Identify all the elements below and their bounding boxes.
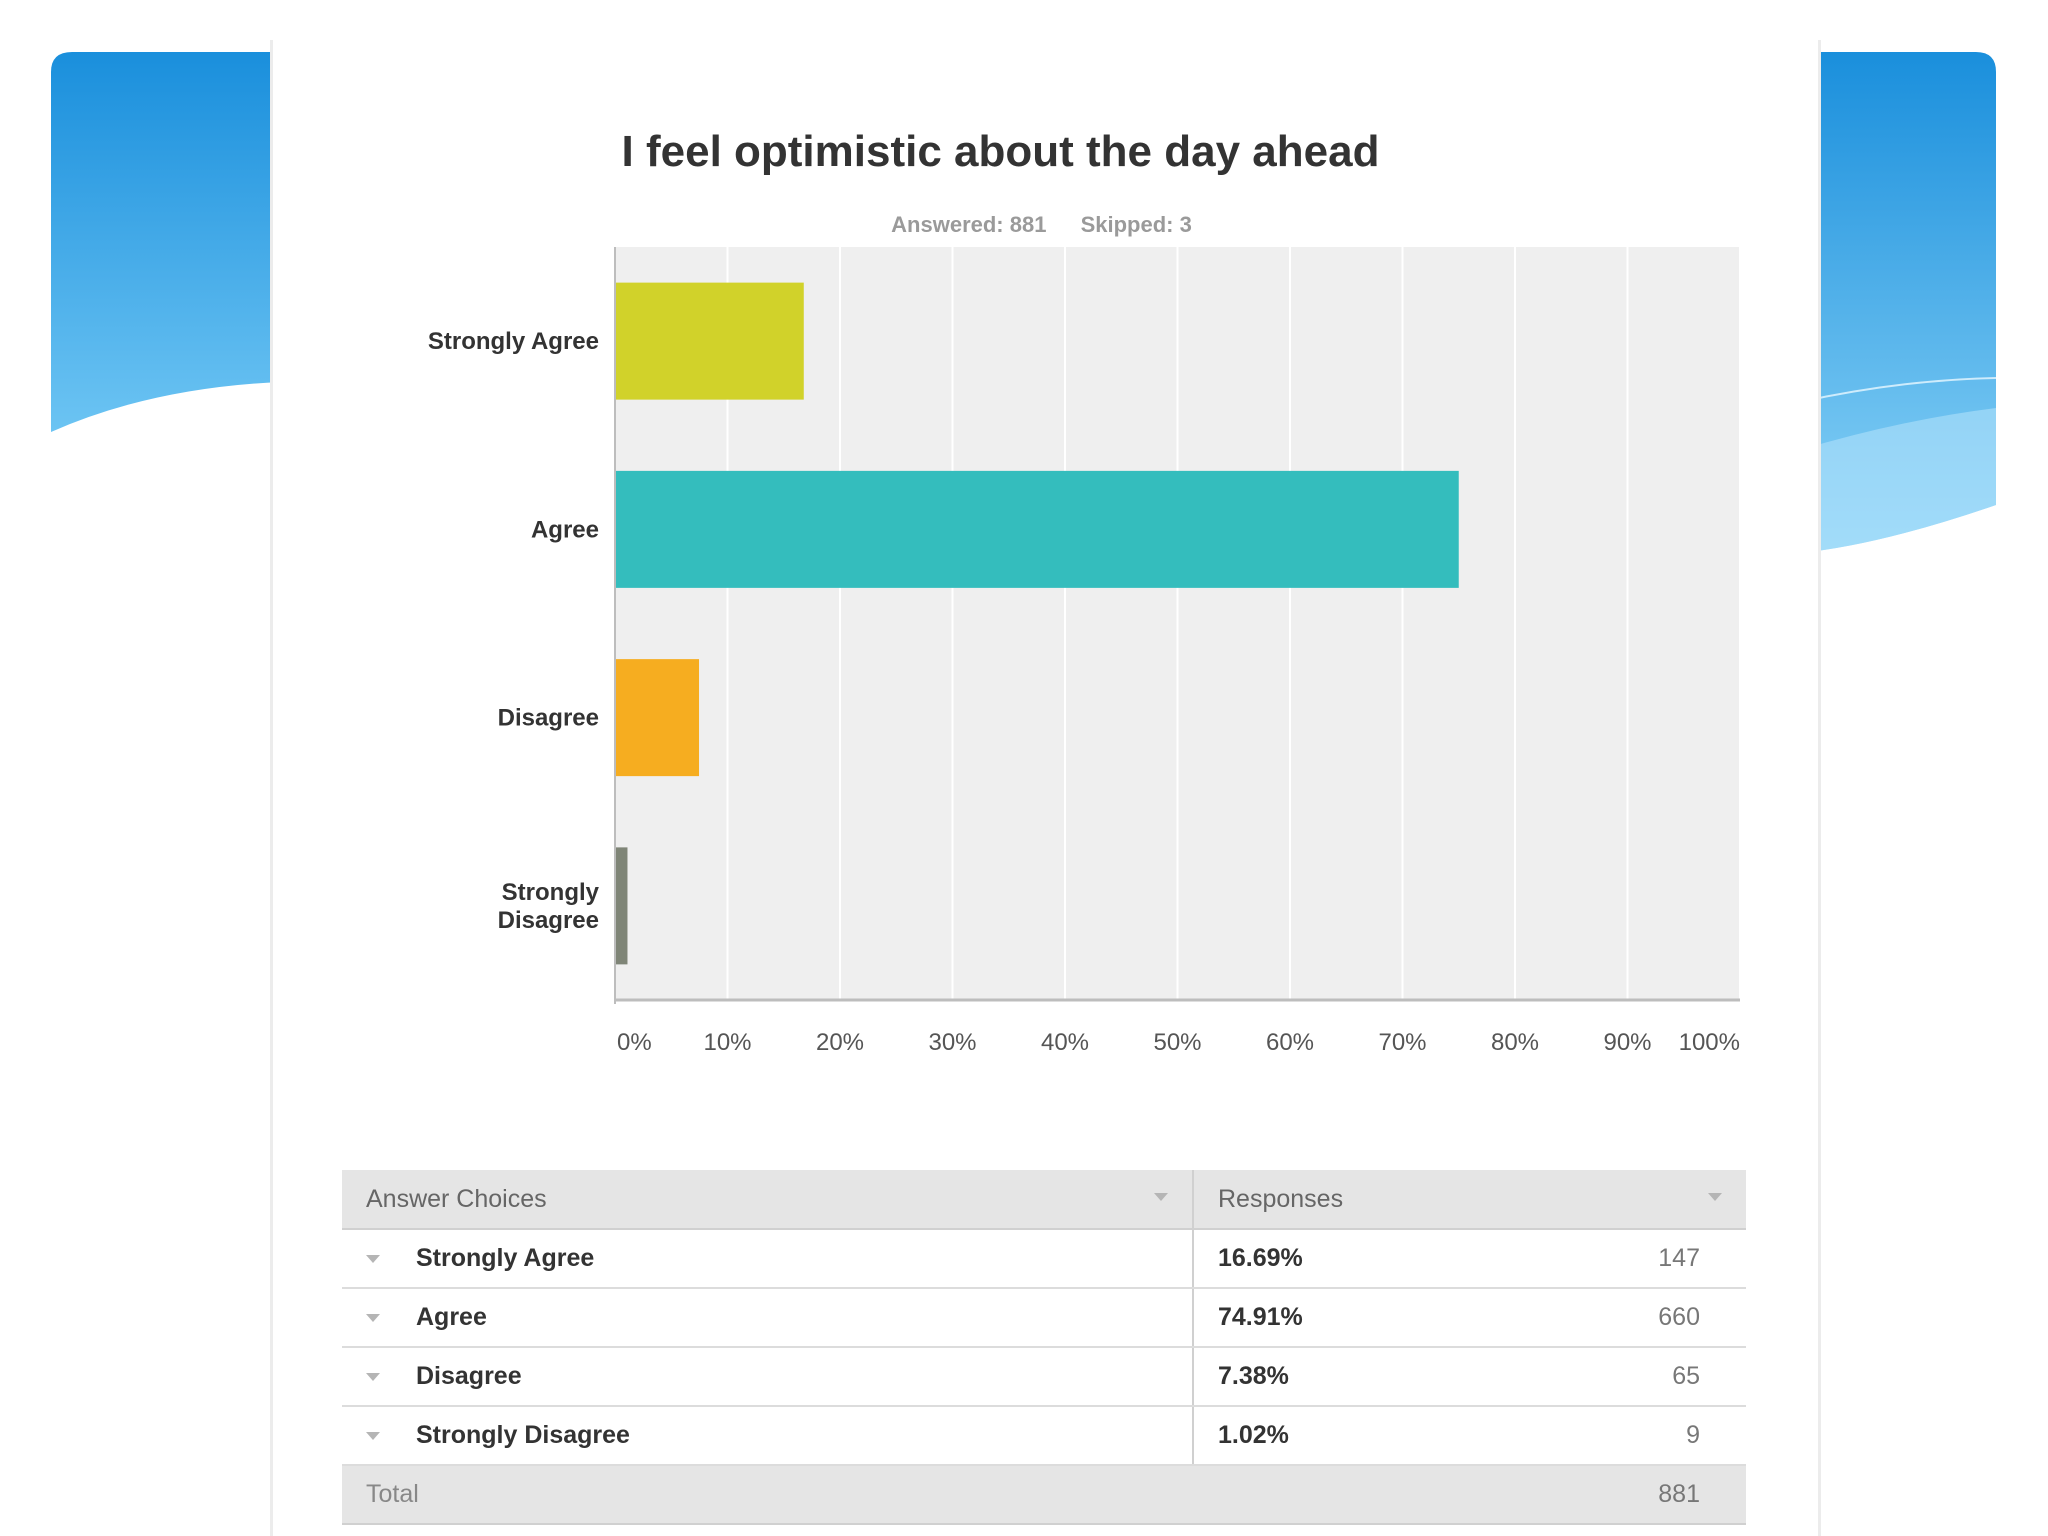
x-tick-label: 40% [1041,1029,1089,1056]
row-expand-caret-icon[interactable] [366,1314,380,1323]
row-expand-caret-icon[interactable] [366,1432,380,1441]
response-count: 65 [1672,1362,1700,1390]
choice-label: Strongly Agree [416,1244,595,1272]
category-label: Disagree [498,705,599,732]
choice-label: Strongly Disagree [416,1421,630,1449]
x-tick-label: 30% [928,1029,976,1056]
bar [616,282,804,400]
category-label: Disagree [498,907,599,934]
response-count: 660 [1658,1303,1700,1331]
right-wave-light-band [1800,408,1996,553]
skipped-count: Skipped: 3 [1080,212,1192,237]
answer-choices-header[interactable]: Answer Choices [342,1170,1194,1230]
x-tick-label: 0% [617,1029,652,1056]
category-label: Strongly [502,879,600,906]
x-tick-label: 100% [1679,1029,1740,1056]
results-table: Answer Choices Responses Strongly Agree … [342,1170,1746,1525]
x-tick-label: 80% [1491,1029,1539,1056]
x-tick-label: 50% [1153,1029,1201,1056]
bar [616,847,628,965]
table-row: Strongly Agree 16.69% 147 [342,1229,1746,1289]
bar [616,659,700,777]
response-count: 9 [1686,1421,1700,1449]
x-tick-label: 10% [703,1029,751,1056]
responses-header[interactable]: Responses [1193,1170,1746,1230]
row-expand-caret-icon[interactable] [366,1373,380,1382]
sort-caret-icon[interactable] [1708,1192,1722,1201]
chart-title: I feel optimistic about the day ahead [621,127,1380,176]
response-percent: 74.91% [1218,1303,1303,1331]
total-label: Total [366,1480,419,1508]
x-tick-label: 20% [816,1029,864,1056]
bar-chart: 0% 10% 20% 30% 40% 50% 60% 70% 80% 90% 100% Strongl… [428,247,1741,1056]
survey-result-card: I feel optimistic about the day ahead An… [270,40,1821,1536]
x-tick-label: 90% [1603,1029,1651,1056]
choice-label: Agree [416,1303,487,1331]
category-label: Strongly Agree [428,328,599,355]
table-row: Disagree 7.38% 65 [342,1347,1746,1407]
response-percent: 1.02% [1218,1421,1289,1449]
total-row: Total 881 [342,1465,1746,1525]
choice-label: Disagree [416,1362,522,1390]
category-label: Agree [531,516,599,543]
response-summary: Answered: 881 Skipped: 3 [269,212,1814,238]
table-header-row: Answer Choices Responses [342,1170,1746,1230]
x-tick-label: 60% [1266,1029,1314,1056]
sort-caret-icon[interactable] [1154,1192,1168,1201]
response-percent: 16.69% [1218,1244,1303,1272]
response-count: 147 [1658,1244,1700,1272]
table-row: Strongly Disagree 1.02% 9 [342,1406,1746,1466]
bar [616,470,1459,588]
right-wave-highlight [1799,377,1997,403]
row-expand-caret-icon[interactable] [366,1255,380,1264]
answered-count: Answered: 881 [891,212,1047,237]
table-row: Agree 74.91% 660 [342,1288,1746,1348]
x-tick-label: 70% [1378,1029,1426,1056]
response-percent: 7.38% [1218,1362,1289,1390]
total-count: 881 [1658,1480,1700,1508]
left-wave-banner [51,52,280,432]
